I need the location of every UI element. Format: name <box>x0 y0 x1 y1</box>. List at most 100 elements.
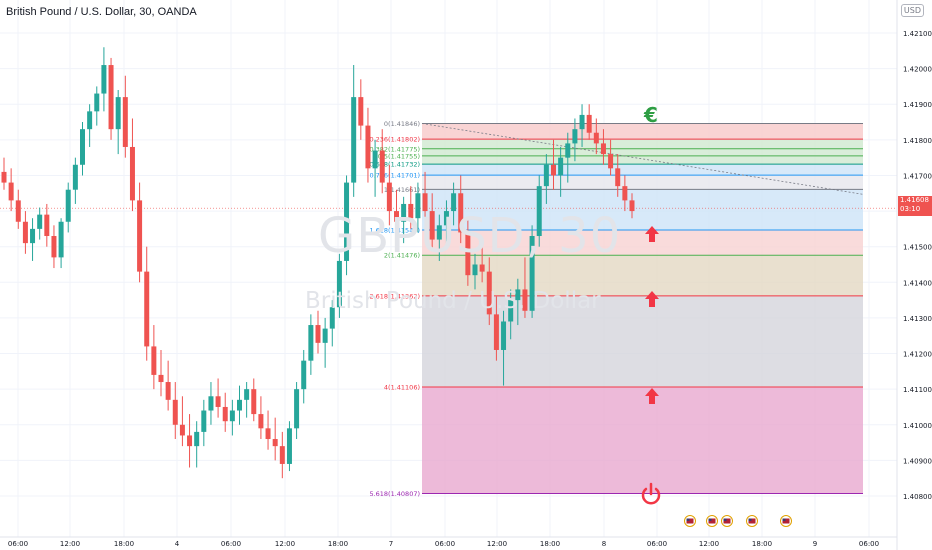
time-tick-label: 12:00 <box>60 540 80 548</box>
candle-body <box>629 200 635 212</box>
candle-body <box>279 446 285 464</box>
candle-body <box>443 211 449 226</box>
candle-body <box>244 389 250 400</box>
candle-body <box>551 164 556 176</box>
candle-body <box>137 200 143 272</box>
currency-badge[interactable]: USD <box>900 4 924 17</box>
time-tick-label: 18:00 <box>540 540 560 548</box>
event-flag-stripes <box>748 518 756 524</box>
event-flag-canton <box>723 518 727 521</box>
fib-level-label: 4(1.41106) <box>384 384 420 392</box>
price-tick-label: 1.42000 <box>903 66 932 74</box>
candle-body <box>501 321 507 350</box>
candle-body <box>144 271 150 347</box>
candle-body <box>351 97 357 183</box>
fib-level-label: 0.618(1.41732) <box>369 161 420 169</box>
candle-body <box>179 424 185 436</box>
up-arrow-shape <box>645 226 659 242</box>
candle-body <box>558 157 564 176</box>
fib-zone <box>422 123 863 140</box>
drawing-annotations[interactable]: € <box>641 103 792 527</box>
fib-zone <box>422 189 863 230</box>
economic-event-flag-icon <box>706 515 718 527</box>
candle-body <box>165 382 171 400</box>
price-tick-label: 1.41200 <box>903 351 932 359</box>
chart-title[interactable]: British Pound / U.S. Dollar, 30, OANDA <box>6 6 197 18</box>
candle-body <box>572 129 578 144</box>
fib-zone <box>422 148 863 156</box>
fib-zone <box>422 139 863 149</box>
price-axis-bg <box>897 0 932 550</box>
fib-level-label: 1.618(1.41547) <box>369 226 420 234</box>
candle-body <box>451 193 457 212</box>
candle-body <box>272 439 278 447</box>
time-tick-label: 12:00 <box>275 540 295 548</box>
candle-body <box>515 289 521 301</box>
candle-body <box>108 65 114 130</box>
candle-body <box>493 314 499 350</box>
candle-body <box>508 300 514 322</box>
time-tick-label: 18:00 <box>752 540 772 548</box>
candle-body <box>251 389 257 415</box>
time-axis[interactable]: 06:00 12:00 18:00 4 06:00 12:00 18:00 7 06:00 12:… <box>0 536 897 548</box>
price-tick-label: 1.41000 <box>903 422 932 430</box>
price-tick-label: 1.41400 <box>903 279 932 287</box>
current-price-value: 1.41608 <box>900 196 929 204</box>
candle-body <box>522 289 528 311</box>
power-icon <box>641 482 661 505</box>
price-axis[interactable]: 1.42100 1.42000 1.41900 1.41800 1.41700 1.416… <box>896 0 932 550</box>
trend-line <box>421 123 864 195</box>
up-arrow-shape <box>645 388 659 404</box>
candle-body <box>229 410 235 422</box>
candle-body <box>336 260 342 308</box>
candle-body <box>1 171 7 183</box>
candle-body <box>315 325 321 343</box>
event-flag-stripes <box>723 518 731 524</box>
time-tick-label: 4 <box>175 540 180 548</box>
candle-body <box>401 203 407 222</box>
candles-series <box>1 47 635 479</box>
time-tick-label: 18:00 <box>114 540 134 548</box>
candle-body <box>622 186 628 201</box>
candle-body <box>201 410 207 432</box>
candle-body <box>408 203 414 219</box>
fib-level-label: 0.382(1.41775) <box>369 145 420 153</box>
price-tick-label: 1.40800 <box>903 493 932 501</box>
event-flag-stripes <box>708 518 716 524</box>
up-arrow-icon <box>645 291 659 307</box>
candle-body <box>65 189 71 222</box>
candle-body <box>543 164 549 187</box>
candle-body <box>344 182 350 261</box>
candle-body <box>358 97 364 126</box>
candle-body <box>365 125 371 169</box>
event-flag-stripes <box>686 518 694 524</box>
candle-body <box>593 132 599 144</box>
candle-body <box>386 182 392 212</box>
time-tick-label: 8 <box>602 540 606 548</box>
time-tick-label: 7 <box>389 540 393 548</box>
candle-body <box>158 374 164 383</box>
candle-body <box>394 211 399 222</box>
time-tick-label: 06:00 <box>8 540 28 548</box>
price-tick-label: 1.40900 <box>903 457 932 465</box>
up-arrow-icon <box>645 226 659 242</box>
price-tick-label: 1.41700 <box>903 172 932 180</box>
price-tick-label: 1.41800 <box>903 137 932 145</box>
candle-body <box>472 264 478 276</box>
candle-body <box>115 97 121 130</box>
candle-body <box>422 193 428 212</box>
time-tick-label: 06:00 <box>859 540 879 548</box>
fib-extension-tool[interactable]: 0(1.41846)0.236(1.41802)0.382(1.41775)0.… <box>0 120 897 498</box>
candle-body <box>372 150 378 169</box>
economic-event-flag-icon <box>780 515 792 527</box>
candle-body <box>8 182 14 201</box>
euro-icon: € <box>643 103 658 127</box>
candle-body <box>429 211 435 240</box>
fib-zone <box>422 175 863 190</box>
watermark-name: British Pound / U.S. Dollar <box>305 288 601 314</box>
candle-body <box>80 129 85 165</box>
event-flag-canton <box>748 518 752 521</box>
price-tick-label: 1.41500 <box>903 244 932 252</box>
fib-level-label: 2.618(1.41362) <box>369 292 420 300</box>
